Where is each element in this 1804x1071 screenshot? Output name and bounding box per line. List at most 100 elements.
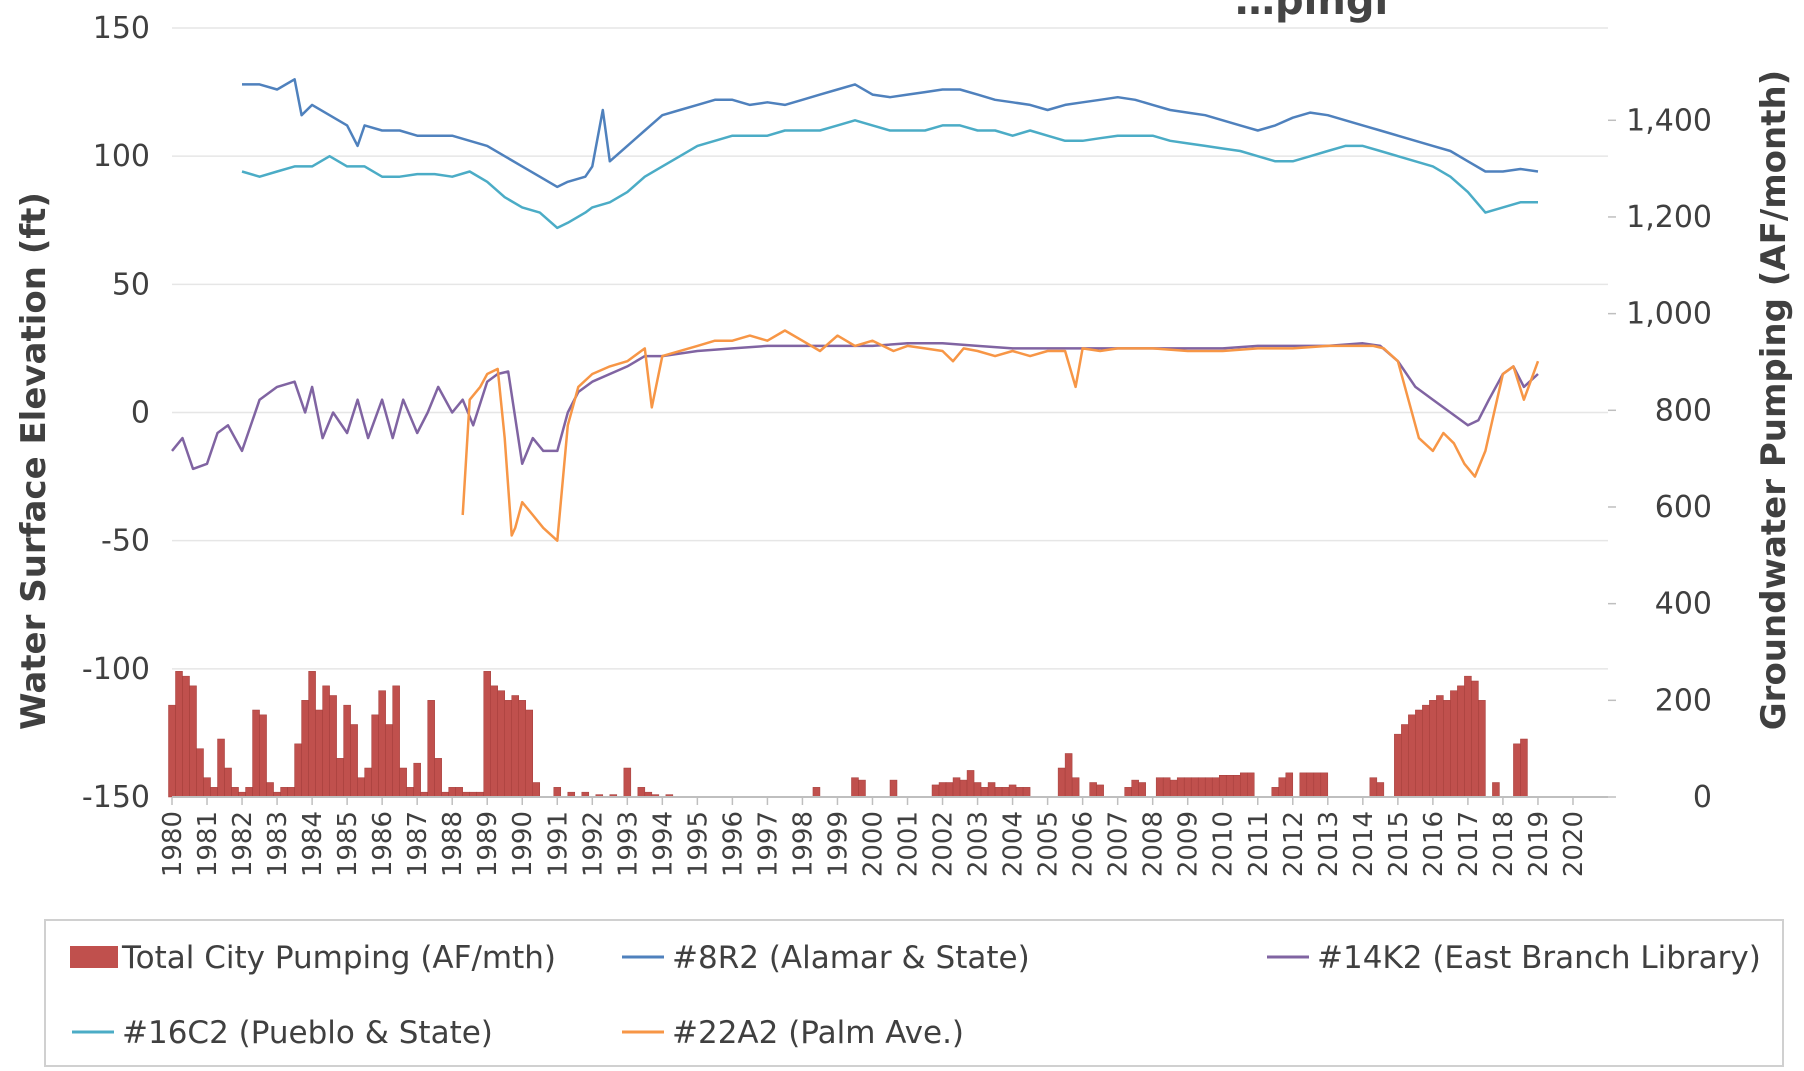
pumping-bar xyxy=(623,767,632,798)
pumping-bar xyxy=(189,685,197,798)
pumping-bar xyxy=(1057,767,1066,798)
x-tick-label: 2011 xyxy=(1244,811,1274,877)
legend: Total City Pumping (AF/mth) #8R2 (Alamar … xyxy=(70,940,1761,1051)
x-tick-label: 2019 xyxy=(1524,811,1554,877)
pumping-bar xyxy=(1492,782,1500,798)
x-tick-label: 1986 xyxy=(368,811,398,877)
pumping-bar xyxy=(532,782,541,798)
y-axis-left-title: Water Surface Elevation (ft) xyxy=(14,192,54,730)
pumping-bar xyxy=(1022,787,1031,798)
legend-label: #16C2 (Pueblo & State) xyxy=(122,1015,493,1051)
pumping-bar xyxy=(329,695,337,798)
pumping-bar xyxy=(987,782,996,798)
x-tick-label: 2017 xyxy=(1454,811,1484,877)
pumping-bar xyxy=(1218,774,1227,798)
y-left-tick-label: 150 xyxy=(93,11,150,46)
pumping-bar xyxy=(1464,675,1472,798)
legend-label: #8R2 (Alamar & State) xyxy=(672,940,1030,976)
pumping-bar xyxy=(1278,777,1287,798)
pumping-bar xyxy=(973,782,982,798)
pumping-bar xyxy=(322,685,330,798)
pumping-bar xyxy=(1239,772,1248,798)
pumping-bar xyxy=(889,779,898,798)
x-tick-label: 1983 xyxy=(263,811,293,877)
pumping-bar xyxy=(168,704,176,798)
pumping-bar xyxy=(938,782,947,798)
x-tick-label: 1982 xyxy=(228,811,258,877)
pumping-bar xyxy=(1155,777,1164,798)
left-axis-ticks: 150 100 50 0 -50 -100 -150 xyxy=(82,11,150,815)
series-line-8r2-alamar-state xyxy=(242,78,1539,189)
pumping-bar xyxy=(1285,772,1294,798)
legend-label: #14K2 (East Branch Library) xyxy=(1317,940,1761,976)
pumping-bar xyxy=(175,671,183,798)
pumping-bar xyxy=(364,767,372,798)
pumping-bar xyxy=(1232,774,1241,798)
x-tick-label: 2015 xyxy=(1384,811,1414,877)
x-tick-label: 1999 xyxy=(823,811,853,877)
pumping-bar xyxy=(427,700,435,798)
right-axis-ticks: 1,400 1,200 1,000 800 600 400 200 0 xyxy=(1608,103,1712,815)
pumping-bar xyxy=(1443,700,1451,798)
pumping-bar xyxy=(952,777,961,798)
pumping-bar xyxy=(399,767,407,798)
x-tick-label: 1994 xyxy=(648,811,678,877)
pumping-bar xyxy=(203,777,211,798)
pumping-bar xyxy=(1071,777,1080,798)
x-tick-label: 2009 xyxy=(1174,811,1204,877)
pumping-bar xyxy=(1429,700,1437,798)
pumping-bar xyxy=(1306,772,1315,798)
pumping-bar xyxy=(511,695,519,798)
pumping-bar xyxy=(1190,777,1199,798)
pumping-bar xyxy=(336,758,344,798)
y-right-tick-label: 1,000 xyxy=(1626,297,1712,332)
pumping-bar xyxy=(1124,787,1132,798)
chart-title: …pingi xyxy=(1235,0,1388,24)
pumping-bar xyxy=(455,787,463,798)
x-tick-label: 2020 xyxy=(1559,811,1589,877)
pumping-bar xyxy=(525,709,533,798)
pumping-bar xyxy=(378,690,386,798)
x-tick-label: 1985 xyxy=(333,811,363,877)
pumping-bar xyxy=(994,787,1003,798)
pumping-bar xyxy=(1369,777,1378,798)
pumping-bar xyxy=(210,787,218,798)
x-tick-label: 2005 xyxy=(1034,811,1064,877)
series-line-16c2-pueblo-state xyxy=(241,119,1538,230)
pumping-bar xyxy=(1001,787,1010,798)
pumping-bar xyxy=(217,738,225,798)
x-tick-label: 1990 xyxy=(508,811,538,877)
pumping-bar xyxy=(448,787,456,798)
x-tick-label: 1987 xyxy=(403,811,433,877)
series-line-22a2-palm-ave xyxy=(461,329,1540,542)
x-tick-label: 2008 xyxy=(1139,811,1169,877)
pumping-bar xyxy=(1436,695,1444,798)
pumping-bar xyxy=(1422,704,1430,798)
pumping-bar xyxy=(1478,700,1486,798)
pumping-bar xyxy=(1394,733,1402,798)
pumping-bars xyxy=(168,671,1528,798)
x-tick-label: 1997 xyxy=(753,811,783,877)
pumping-bar xyxy=(966,770,975,798)
pumping-bar xyxy=(1225,774,1234,798)
legend-frame xyxy=(44,919,1784,1067)
pumping-bar xyxy=(434,758,442,798)
pumping-bar xyxy=(504,700,512,798)
pumping-bar xyxy=(1064,753,1073,798)
pumping-bar xyxy=(350,724,358,798)
pumping-bar xyxy=(1457,685,1465,798)
pumping-bar xyxy=(490,685,498,798)
x-tick-label: 2018 xyxy=(1489,811,1519,877)
pumping-bar xyxy=(1401,724,1409,798)
legend-label: #22A2 (Palm Ave.) xyxy=(672,1015,964,1051)
pumping-bar xyxy=(1299,772,1308,798)
x-tick-label: 1992 xyxy=(578,811,608,877)
y-right-tick-label: 200 xyxy=(1655,683,1712,718)
pumping-bar xyxy=(497,690,505,798)
x-tick-label: 1991 xyxy=(543,811,573,877)
pumping-bar xyxy=(980,787,989,798)
pumping-bar xyxy=(224,767,232,798)
pumping-bar xyxy=(1415,709,1423,798)
pumping-bar xyxy=(385,724,393,798)
